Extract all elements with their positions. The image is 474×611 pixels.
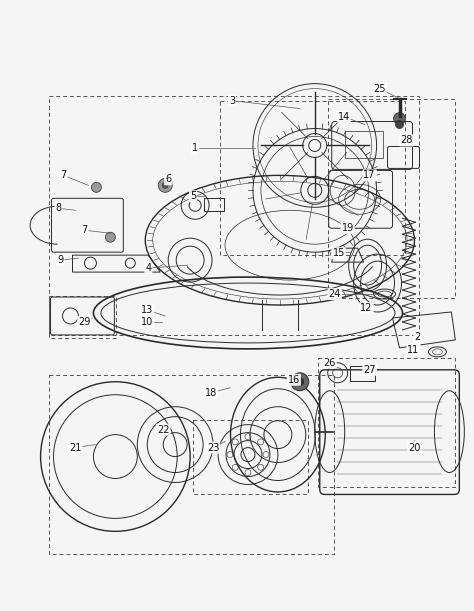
Text: 2: 2 <box>414 332 420 342</box>
Bar <box>48 375 334 554</box>
Circle shape <box>158 178 172 192</box>
Bar <box>328 98 456 298</box>
Text: 28: 28 <box>401 136 413 145</box>
Circle shape <box>395 120 403 128</box>
Circle shape <box>105 232 115 242</box>
Text: 7: 7 <box>82 225 88 235</box>
Text: 27: 27 <box>364 365 376 375</box>
Circle shape <box>162 182 168 188</box>
Text: 1: 1 <box>192 144 198 153</box>
Text: 20: 20 <box>408 442 420 453</box>
Circle shape <box>91 182 101 192</box>
Text: 17: 17 <box>364 170 376 180</box>
Text: 6: 6 <box>165 174 171 185</box>
Bar <box>204 199 224 211</box>
Text: 25: 25 <box>374 84 386 93</box>
Text: 9: 9 <box>57 255 64 265</box>
Circle shape <box>296 378 304 386</box>
Text: 8: 8 <box>55 203 62 213</box>
Text: 18: 18 <box>205 388 217 398</box>
Bar <box>193 420 308 494</box>
Text: 23: 23 <box>207 442 219 453</box>
Text: 12: 12 <box>360 303 373 313</box>
Text: 26: 26 <box>324 358 336 368</box>
Text: 29: 29 <box>78 317 91 327</box>
Circle shape <box>291 373 309 391</box>
Text: 22: 22 <box>157 425 170 434</box>
Text: 5: 5 <box>190 191 196 201</box>
Bar <box>345 131 383 158</box>
Bar <box>220 101 404 255</box>
Text: 11: 11 <box>407 345 419 355</box>
Text: 16: 16 <box>288 375 300 385</box>
Circle shape <box>393 112 405 125</box>
Bar <box>48 296 116 338</box>
Bar <box>318 358 456 488</box>
Text: 3: 3 <box>229 95 235 106</box>
Text: 14: 14 <box>337 112 350 122</box>
Text: 24: 24 <box>328 289 341 299</box>
Bar <box>350 366 374 381</box>
Text: 10: 10 <box>141 317 154 327</box>
Text: 15: 15 <box>333 248 345 258</box>
Text: 7: 7 <box>60 170 67 180</box>
Text: 4: 4 <box>145 263 151 273</box>
Text: 21: 21 <box>69 442 82 453</box>
Bar <box>48 95 419 335</box>
Text: 13: 13 <box>141 305 154 315</box>
Text: 19: 19 <box>342 223 354 233</box>
